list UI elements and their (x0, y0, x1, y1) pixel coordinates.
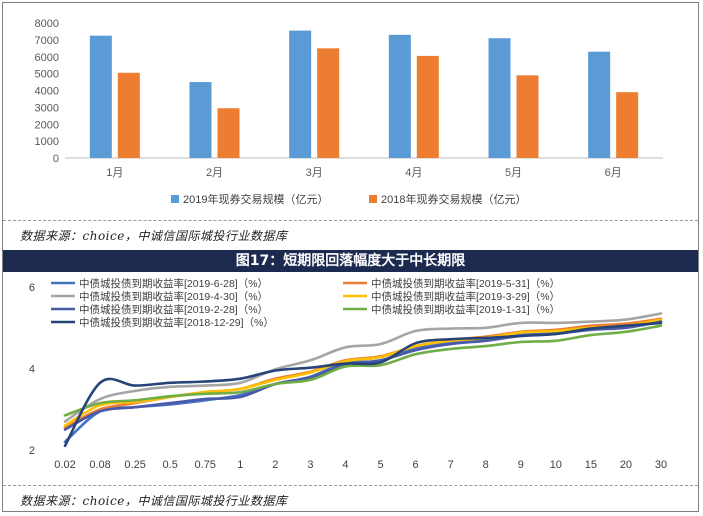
bar (217, 108, 240, 158)
bar (289, 30, 312, 158)
bar (317, 48, 340, 158)
source-note-bottom: 数据来源：choice，中诚信国际城投行业数据库 (20, 494, 288, 508)
x-tick-label: 5月 (505, 167, 522, 179)
divider-top (3, 220, 698, 221)
y-tick-label: 8000 (35, 18, 59, 30)
bar (416, 55, 439, 158)
bar-chart: 0 1000 2000 3000 4000 5000 6000 7000 8000 1月 2月 3月 4… (35, 18, 663, 206)
x-tick-label: 3月 (306, 167, 323, 179)
legend-label: 2019年现券交易规模（亿元） (183, 192, 328, 206)
y-tick-label: 4 (29, 364, 35, 376)
legend-label: 2018年现券交易规模（亿元） (381, 192, 526, 206)
series-line (63, 324, 663, 417)
bar (189, 82, 212, 158)
x-tick-label: 4月 (405, 167, 422, 179)
y-tick-label: 5000 (35, 69, 59, 81)
source-note-top: 数据来源：choice，中诚信国际城投行业数据库 (20, 229, 288, 243)
legend-label: 中债城投债到期收益率[2019-5-31]（%） (371, 277, 560, 290)
legend-swatch (171, 195, 179, 203)
x-tick-label: 0.08 (89, 459, 110, 471)
y-tick-label: 6000 (35, 52, 59, 64)
legend-label: 中债城投债到期收益率[2019-6-28]（%） (79, 277, 268, 290)
figure-title: 图17：短期限回落幅度大于中长期限 (3, 250, 698, 272)
x-tick-label: 9 (518, 459, 524, 471)
x-tick-label: 10 (550, 459, 562, 471)
x-tick-label: 2 (272, 459, 278, 471)
x-tick-label: 0.02 (54, 459, 75, 471)
series-line (63, 318, 663, 427)
x-tick-label: 30 (655, 459, 667, 471)
bar (388, 34, 411, 158)
x-tick-label: 0.25 (124, 459, 145, 471)
bar (616, 92, 639, 158)
x-tick-label: 7 (448, 459, 454, 471)
legend-label: 中债城投债到期收益率[2019-3-29]（%） (371, 290, 560, 303)
series-line (63, 312, 663, 423)
x-tick-label: 15 (585, 459, 597, 471)
y-tick-label: 1000 (35, 136, 59, 148)
x-tick-label: 1 (237, 459, 243, 471)
bar (89, 35, 112, 158)
y-tick-label: 7000 (35, 35, 59, 47)
bar (117, 72, 140, 158)
divider-bottom (3, 485, 698, 486)
x-tick-label: 6 (413, 459, 419, 471)
line-chart: 2 4 6 0.02 0.08 0.25 0.5 0.75 1 2 3 4 5 6 7 8 9 10 15 20 30 中… (29, 277, 667, 471)
y-tick-label: 3000 (35, 102, 59, 114)
x-tick-label: 5 (377, 459, 383, 471)
bar (488, 38, 511, 158)
y-tick-label: 2 (29, 445, 35, 457)
x-tick-label: 8 (483, 459, 489, 471)
legend-label: 中债城投债到期收益率[2019-1-31]（%） (371, 303, 560, 316)
y-tick-label: 6 (29, 282, 35, 294)
x-tick-label: 1月 (106, 167, 123, 179)
y-tick-label: 2000 (35, 119, 59, 131)
legend-label: 中债城投债到期收益率[2018-12-29]（%） (79, 316, 274, 329)
bar (516, 75, 539, 158)
x-tick-label: 20 (620, 459, 632, 471)
x-tick-label: 0.75 (195, 459, 216, 471)
series-line (63, 321, 663, 448)
figure-frame (2, 2, 699, 512)
legend-swatch (369, 195, 377, 203)
x-tick-label: 0.5 (163, 459, 178, 471)
legend-label: 中债城投债到期收益率[2019-2-28]（%） (79, 303, 268, 316)
x-tick-label: 3 (307, 459, 313, 471)
x-tick-label: 6月 (605, 167, 622, 179)
series-line (63, 317, 663, 429)
x-tick-label: 2月 (206, 167, 223, 179)
y-tick-label: 4000 (35, 86, 59, 98)
legend-label: 中债城投债到期收益率[2019-4-30]（%） (79, 290, 268, 303)
y-tick-label: 0 (53, 153, 59, 165)
bar (588, 51, 611, 158)
x-tick-label: 4 (342, 459, 348, 471)
